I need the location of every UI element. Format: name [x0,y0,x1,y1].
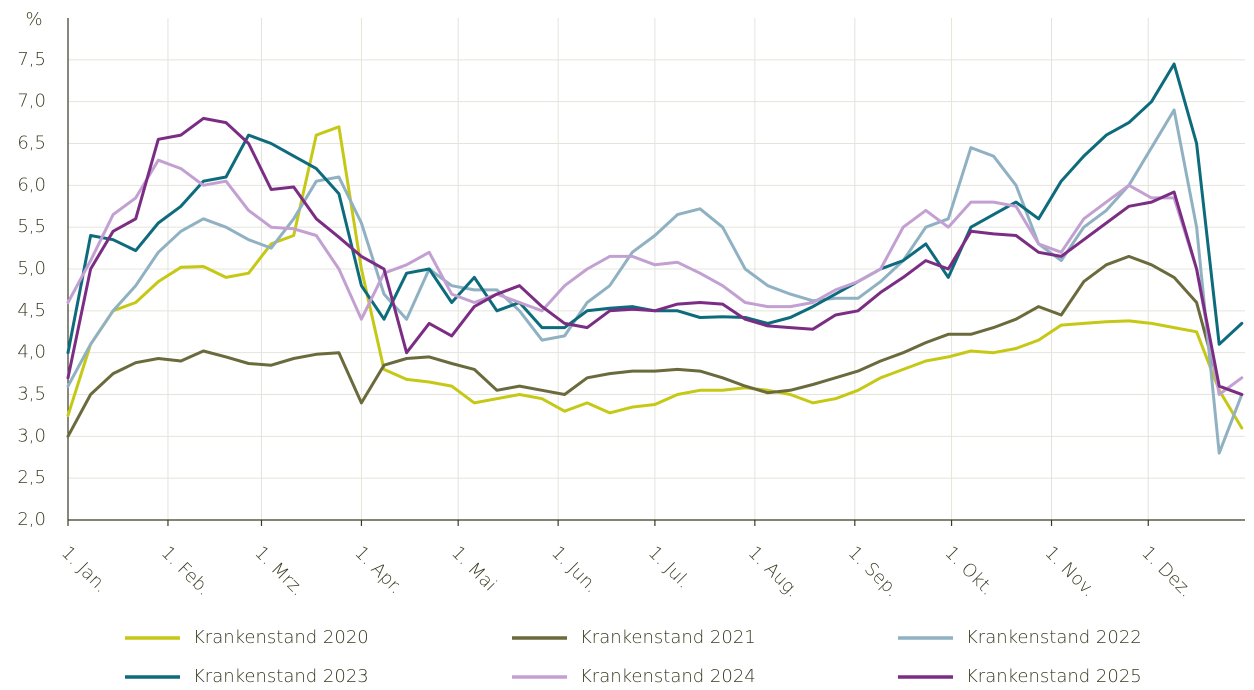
y-tick-label: 5,0 [17,258,46,279]
y-tick-label: 3,0 [17,425,46,446]
y-tick-label: 7,5 [17,49,46,70]
y-tick-label: 3,5 [17,384,46,405]
series-line [66,254,1244,438]
y-tick-label: 2,0 [17,509,46,530]
legend-label: Krankenstand 2024 [580,666,756,687]
legend-label: Krankenstand 2020 [193,627,369,648]
x-tick-label: 1. Sep. [844,542,903,601]
series-line [66,116,1244,396]
y-tick-label: 6,0 [17,174,46,195]
x-tick-label: 1. Jan. [57,542,112,597]
y-tick-label: 4,5 [17,300,46,321]
x-tick-label: 1. Jun. [547,542,602,597]
legend-label: Krankenstand 2023 [193,666,369,687]
y-tick-label: 6,5 [17,133,46,154]
series-line [66,108,1244,455]
x-tick-label: 1. Nov. [1040,542,1099,601]
x-tick-label: 1. Dez. [1137,542,1196,601]
x-tick-label: 1. Okt. [940,542,997,599]
x-tick-label: 1. Feb. [157,542,215,600]
y-tick-label: 5,5 [17,216,46,237]
x-tick-label: 1. Jul. [644,542,694,592]
x-tick-label: 1. Mrz. [250,542,308,600]
legend-label: Krankenstand 2022 [966,627,1142,648]
x-tick-label: 1. Mai [447,542,500,595]
legend-label: Krankenstand 2025 [966,666,1142,687]
y-tick-label: 7,0 [17,91,46,112]
series-line [66,158,1244,396]
y-axis-label: % [25,9,42,30]
y-tick-label: 4,0 [17,342,46,363]
series-line [66,125,1244,430]
x-tick-label: 1. Apr. [350,542,406,598]
y-tick-label: 2,5 [17,467,46,488]
x-tick-label: 1. Aug. [744,542,803,601]
legend-label: Krankenstand 2021 [580,627,756,648]
